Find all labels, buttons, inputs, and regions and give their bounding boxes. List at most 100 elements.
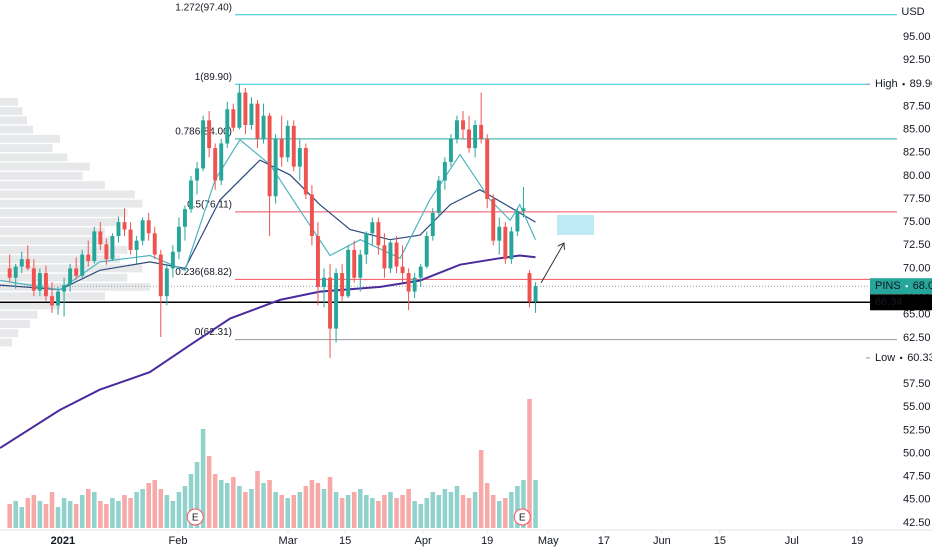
volume-bar bbox=[478, 450, 484, 528]
volume-bar bbox=[351, 492, 357, 528]
x-tick-label: May bbox=[538, 535, 559, 547]
volume-bar bbox=[484, 483, 490, 528]
candle-body bbox=[436, 180, 441, 213]
volume-bar bbox=[273, 492, 278, 528]
volume-bar bbox=[182, 486, 188, 528]
volume-bar bbox=[37, 501, 43, 528]
volume-profile-bar bbox=[0, 162, 90, 171]
volume-profile-bar bbox=[0, 218, 120, 227]
volume-profile-bar bbox=[0, 245, 128, 254]
candle-body bbox=[249, 103, 254, 125]
candle-body bbox=[491, 199, 496, 241]
volume-profile-bar bbox=[0, 283, 150, 291]
volume-bar bbox=[370, 498, 375, 528]
candle-body bbox=[533, 286, 538, 302]
candle-body bbox=[303, 148, 308, 195]
candle-body bbox=[279, 138, 284, 158]
candle-body bbox=[503, 226, 508, 260]
volume-bar bbox=[297, 492, 303, 528]
candle-body bbox=[388, 242, 393, 269]
volume-bar bbox=[339, 498, 345, 528]
y-tick-label: 70.00 bbox=[903, 262, 931, 274]
y-tick-label: 42.50 bbox=[903, 517, 931, 529]
volume-bar bbox=[442, 489, 448, 528]
x-tick-label: Mar bbox=[279, 535, 298, 547]
volume-bar bbox=[104, 504, 109, 528]
volume-profile-bar bbox=[0, 255, 120, 264]
candle-body bbox=[92, 231, 97, 262]
volume-bar bbox=[19, 507, 25, 528]
earnings-label: E bbox=[192, 513, 199, 524]
volume-bar bbox=[436, 495, 442, 528]
candle-body bbox=[43, 273, 48, 297]
volume-profile-bar bbox=[0, 134, 60, 143]
target-box bbox=[557, 215, 594, 235]
candle-body bbox=[430, 212, 435, 237]
candle-body bbox=[152, 233, 157, 255]
volume-profile-bar bbox=[0, 310, 38, 319]
volume-bar bbox=[406, 489, 411, 528]
volume-bar bbox=[85, 489, 91, 528]
volume-profile-bar bbox=[0, 190, 135, 199]
x-tick-label: 2021 bbox=[51, 535, 75, 547]
volume-bar bbox=[218, 480, 224, 528]
candle-body bbox=[176, 226, 181, 252]
volume-bar bbox=[61, 498, 67, 528]
candle-body bbox=[255, 103, 260, 139]
candle-body bbox=[352, 249, 357, 278]
volume-bar bbox=[146, 483, 151, 528]
fib-label: 0.236(68.82) bbox=[175, 267, 232, 278]
volume-bar bbox=[13, 501, 18, 528]
volume-bar bbox=[376, 501, 381, 528]
y-tick-label: 55.00 bbox=[903, 401, 931, 413]
candle-body bbox=[62, 285, 67, 292]
last-price-badge bbox=[870, 278, 932, 295]
volume-profile-bar bbox=[0, 227, 105, 236]
candle-body bbox=[122, 222, 127, 230]
plot-layer: 1.272(97.40)1(89.90)0.786(84.00)0.5(76.1… bbox=[0, 2, 897, 528]
candle-body bbox=[273, 138, 278, 197]
x-tick-label: Apr bbox=[415, 535, 432, 547]
candle-body bbox=[7, 268, 12, 278]
candle-body bbox=[116, 222, 121, 237]
candle-body bbox=[98, 231, 103, 245]
y-tick-label: 62.50 bbox=[903, 332, 931, 344]
volume-bar bbox=[200, 429, 206, 528]
candle-body bbox=[340, 273, 345, 297]
candle-body bbox=[134, 240, 139, 250]
candle-body bbox=[521, 208, 526, 212]
y-tick-label: 87.50 bbox=[903, 100, 931, 112]
candle-body bbox=[267, 115, 272, 197]
volume-bar bbox=[345, 495, 351, 528]
volume-bar bbox=[237, 486, 242, 528]
y-tick-label: 72.50 bbox=[903, 239, 931, 251]
y-tick-label: 52.50 bbox=[903, 424, 931, 436]
fib-label: 0(62.31) bbox=[195, 327, 232, 338]
candle-body bbox=[309, 194, 314, 237]
candle-body bbox=[56, 291, 60, 306]
volume-bar bbox=[164, 495, 170, 528]
volume-profile-bar bbox=[0, 153, 68, 162]
volume-bar bbox=[400, 495, 405, 528]
candle-body bbox=[231, 109, 236, 128]
volume-bar bbox=[285, 498, 290, 528]
volume-bar bbox=[194, 462, 200, 528]
volume-bar bbox=[249, 489, 254, 528]
candle-body bbox=[527, 273, 532, 302]
volume-bar bbox=[110, 498, 115, 528]
candle-body bbox=[110, 236, 115, 260]
y-tick-label: 57.50 bbox=[903, 378, 931, 390]
volume-profile-bar bbox=[0, 301, 60, 310]
candle-body bbox=[406, 273, 411, 292]
extreme-separator bbox=[899, 356, 903, 360]
candle-body bbox=[424, 236, 429, 267]
candle-body bbox=[382, 245, 387, 269]
volume-bar bbox=[134, 492, 139, 528]
volume-bar bbox=[333, 492, 339, 528]
projection-arrow bbox=[540, 243, 564, 284]
candle-body bbox=[473, 124, 478, 149]
volume-bar bbox=[327, 477, 333, 528]
volume-profile-bar bbox=[0, 97, 18, 106]
candle-body bbox=[370, 222, 375, 234]
